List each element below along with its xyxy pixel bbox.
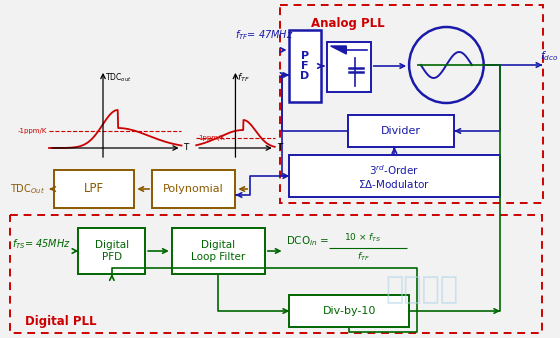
Text: $f_{TF}$: $f_{TF}$ bbox=[357, 251, 370, 263]
Bar bbox=[54, 170, 134, 208]
Bar bbox=[326, 42, 371, 92]
Bar bbox=[348, 115, 454, 147]
Text: Digital
PFD: Digital PFD bbox=[95, 240, 129, 262]
Text: Digital
Loop Filter: Digital Loop Filter bbox=[190, 240, 245, 262]
Text: Div-by-10: Div-by-10 bbox=[323, 306, 376, 316]
Text: 冠杰电子: 冠杰电子 bbox=[385, 275, 458, 305]
Text: 1ppm/K: 1ppm/K bbox=[198, 135, 225, 141]
Text: TDC$_{out}$: TDC$_{out}$ bbox=[105, 72, 132, 84]
Text: $3^{rd}$-Order: $3^{rd}$-Order bbox=[369, 163, 419, 177]
Text: T: T bbox=[184, 143, 189, 151]
Text: Digital PLL: Digital PLL bbox=[25, 315, 96, 328]
Bar bbox=[290, 295, 409, 327]
Bar bbox=[152, 170, 235, 208]
Text: $f_{TF}$= 47MHz: $f_{TF}$= 47MHz bbox=[235, 28, 294, 42]
Text: DCO$_{in}$ =: DCO$_{in}$ = bbox=[287, 234, 330, 248]
Polygon shape bbox=[330, 46, 346, 54]
Text: $f_{TF}$: $f_{TF}$ bbox=[237, 72, 250, 84]
Text: $f_{TS}$= 45MHz: $f_{TS}$= 45MHz bbox=[12, 237, 71, 251]
Text: Divider: Divider bbox=[381, 126, 421, 136]
Text: LPF: LPF bbox=[84, 183, 104, 195]
Text: 10 × $f_{TS}$: 10 × $f_{TS}$ bbox=[344, 232, 382, 244]
Text: P
F
D: P F D bbox=[301, 51, 310, 81]
Text: Analog PLL: Analog PLL bbox=[311, 17, 385, 30]
Text: $f_{dco}$: $f_{dco}$ bbox=[540, 49, 558, 63]
Bar bbox=[78, 228, 145, 274]
Text: $\Sigma\Delta$-Modulator: $\Sigma\Delta$-Modulator bbox=[358, 178, 430, 190]
Bar bbox=[279, 5, 543, 203]
Text: -1ppm/K: -1ppm/K bbox=[18, 128, 47, 134]
Bar bbox=[172, 228, 265, 274]
Bar bbox=[290, 155, 500, 197]
Bar bbox=[10, 215, 542, 333]
Text: T: T bbox=[277, 143, 282, 151]
Bar bbox=[290, 30, 321, 102]
Text: TDC$_{Out}$: TDC$_{Out}$ bbox=[10, 182, 45, 196]
Text: Polynomial: Polynomial bbox=[163, 184, 223, 194]
